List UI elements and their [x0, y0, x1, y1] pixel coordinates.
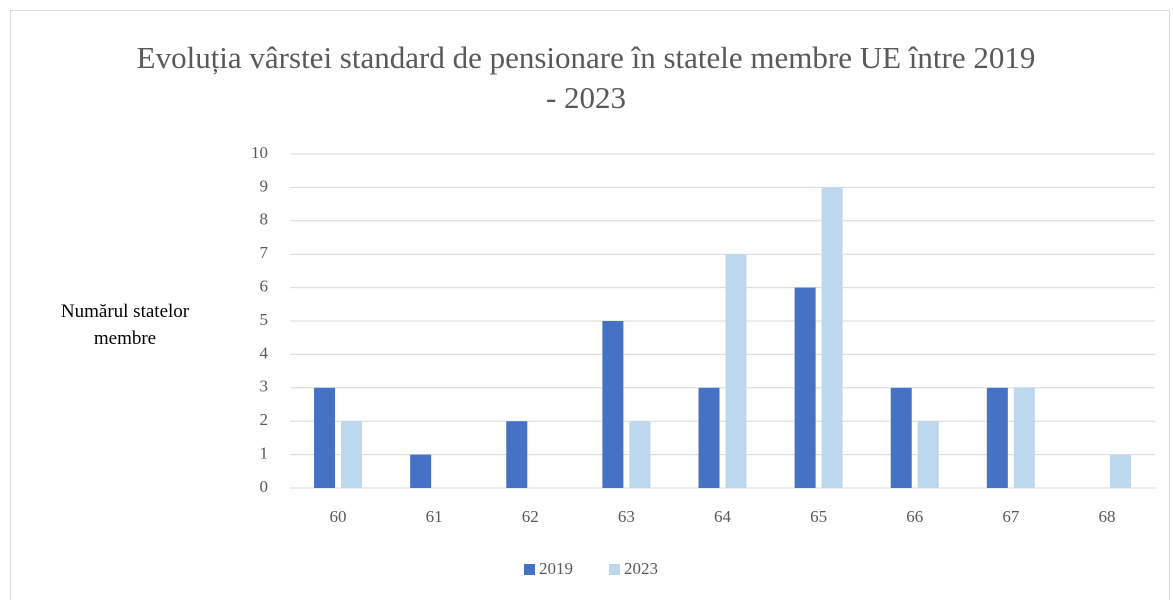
bar	[341, 421, 363, 488]
bar	[698, 387, 720, 488]
y-tick-label: 7	[260, 243, 269, 262]
legend-swatch	[609, 564, 620, 575]
bar	[794, 287, 816, 488]
y-tick-label: 2	[260, 410, 269, 429]
legend-label: 2023	[624, 559, 658, 578]
bar	[1109, 454, 1131, 488]
legend-label: 2019	[539, 559, 573, 578]
legend-swatch	[524, 564, 535, 575]
bar	[506, 421, 528, 488]
y-axis-label: Numărul statelor membre	[60, 301, 190, 349]
x-tick-label: 60	[330, 507, 347, 526]
bar	[1013, 387, 1035, 488]
x-tick-label: 68	[1098, 507, 1115, 526]
y-tick-label: 0	[260, 477, 269, 496]
y-tick-label: 10	[251, 143, 268, 162]
bar	[314, 387, 336, 488]
y-tick-label: 8	[260, 210, 269, 229]
x-tick-label: 67	[1002, 507, 1020, 526]
bar	[890, 387, 912, 488]
bar	[725, 254, 747, 488]
chart-title: Evoluția vârstei standard de pensionare …	[136, 40, 1036, 115]
bar	[986, 387, 1008, 488]
bar	[410, 454, 432, 488]
bar	[821, 187, 843, 488]
bar	[917, 421, 939, 488]
bar	[602, 321, 624, 488]
x-tick-label: 61	[426, 507, 443, 526]
y-tick-label: 9	[260, 176, 269, 195]
x-tick-label: 65	[810, 507, 827, 526]
x-tick-label: 62	[522, 507, 539, 526]
chart-frame	[10, 10, 1170, 600]
y-tick-label: 5	[260, 310, 269, 329]
bar	[629, 421, 651, 488]
y-tick-label: 6	[260, 277, 269, 296]
y-tick-label: 3	[260, 377, 269, 396]
x-tick-label: 63	[618, 507, 635, 526]
x-tick-label: 64	[714, 507, 732, 526]
y-tick-label: 4	[260, 343, 269, 362]
y-tick-label: 1	[260, 444, 269, 463]
x-tick-label: 66	[906, 507, 923, 526]
